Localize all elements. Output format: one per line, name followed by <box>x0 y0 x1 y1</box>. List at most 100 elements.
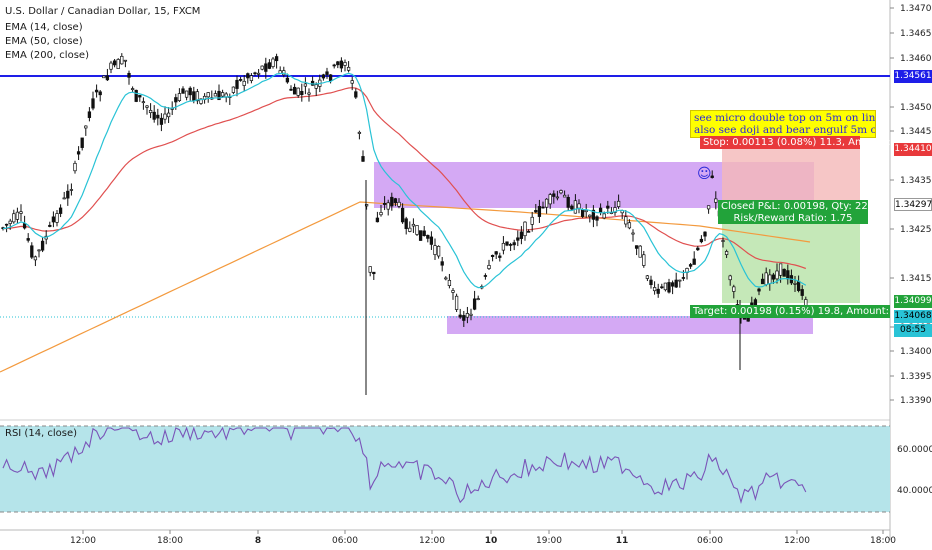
price-tick-label: 1.34600 <box>900 54 932 64</box>
candle-body <box>411 223 416 227</box>
candle-body <box>73 162 77 172</box>
target-label: Target: 0.00198 (0.15%) 19.8, Amount: 14… <box>690 305 921 318</box>
candle-body <box>206 92 210 98</box>
candle-body <box>768 274 772 284</box>
ema50-line-path <box>2 87 807 270</box>
candle-body <box>264 63 268 72</box>
candle-body <box>501 242 506 251</box>
candle-body <box>127 72 131 78</box>
candle-body <box>98 91 102 96</box>
candle-body <box>289 88 293 91</box>
candle-body <box>681 277 686 279</box>
rsi-tick-label: 40.0000 <box>897 486 932 496</box>
candle-body <box>242 80 246 86</box>
time-tick-label: 10 <box>485 536 498 546</box>
candle-body <box>148 110 153 114</box>
candle-body <box>487 264 491 269</box>
candle-body <box>591 209 596 220</box>
time-tick-label: 8 <box>255 536 261 546</box>
candle-body <box>321 74 326 79</box>
candle-body <box>307 92 311 95</box>
ema200-legend[interactable]: EMA (200, close) <box>5 50 89 61</box>
candle-body <box>476 298 480 300</box>
candle-body <box>145 105 149 108</box>
candle-body <box>15 211 20 220</box>
price-tick-label: 1.34150 <box>900 274 932 284</box>
candle-body <box>300 90 304 96</box>
candle-body <box>616 200 621 207</box>
candle-body <box>123 59 128 62</box>
candle-body <box>444 277 448 280</box>
candle-body <box>606 205 610 209</box>
countdown-tag: 08:55 <box>894 324 932 337</box>
time-tick-label: 11 <box>616 536 629 546</box>
candle-body <box>703 231 707 237</box>
candle-body <box>699 238 704 243</box>
candle-body <box>642 254 646 266</box>
candle-body <box>692 258 696 265</box>
candle-body <box>544 198 549 208</box>
candle-body <box>48 224 52 227</box>
candle-body <box>246 73 250 79</box>
candle-body <box>332 64 336 67</box>
candle-body <box>786 270 790 280</box>
candle-body <box>757 288 761 292</box>
candle-body <box>386 202 390 210</box>
candle-body <box>138 95 142 98</box>
rsi-line <box>2 426 807 505</box>
candle-body <box>778 263 783 276</box>
candle-body <box>696 247 700 251</box>
candle-body <box>566 196 570 208</box>
candle-body <box>559 190 563 194</box>
candle-body <box>548 194 552 205</box>
candle-body <box>91 98 95 109</box>
annotation-note[interactable]: see micro double top on 5m on line chart… <box>690 110 876 138</box>
stop-label: Stop: 0.00113 (0.08%) 11.3, Amount: 75 <box>700 136 907 149</box>
candle-body <box>339 60 344 69</box>
candle-body <box>465 313 470 318</box>
candle-body <box>724 251 729 255</box>
candle-body <box>469 313 473 316</box>
ema14-line <box>2 72 807 289</box>
time-tick-label: 06:00 <box>697 536 723 546</box>
candle-body <box>494 251 498 255</box>
candle-body <box>76 151 81 155</box>
entry-price-tag: 1.34297 <box>894 198 932 211</box>
candle-body <box>195 91 200 102</box>
note-line-2: also see doji and bear engulf 5m chart <box>694 124 876 136</box>
pl-line-1: Closed P&L: 0.00198, Qty: 22123 <box>721 201 887 212</box>
candle-body <box>152 111 156 120</box>
candle-body <box>343 62 347 66</box>
candle-body <box>426 234 430 239</box>
candle-body <box>624 216 628 225</box>
candle-body <box>51 216 56 223</box>
candle-body <box>260 65 264 70</box>
candle-body <box>30 245 34 258</box>
candle-body <box>429 236 434 245</box>
candle-body <box>192 91 196 101</box>
candle-body <box>249 75 254 81</box>
candle-body <box>69 189 74 191</box>
candle-body <box>372 271 376 275</box>
time-tick-label: 12:00 <box>70 536 96 546</box>
candle-body <box>764 272 768 285</box>
candle-body <box>55 213 59 223</box>
pl-label: Closed P&L: 0.00198, Qty: 22123 Risk/Rew… <box>718 200 887 224</box>
time-tick-label: 06:00 <box>332 536 358 546</box>
candle-body <box>379 212 383 216</box>
candle-body <box>37 249 41 252</box>
rsi-legend[interactable]: RSI (14, close) <box>5 428 78 439</box>
candle-body <box>199 98 203 104</box>
candle-body <box>530 216 534 225</box>
target-price-tag: 1.34099 <box>894 295 932 308</box>
candle-body <box>267 62 272 69</box>
ema50-legend[interactable]: EMA (50, close) <box>5 36 83 47</box>
candle-body <box>253 72 257 75</box>
candle-body <box>174 97 178 103</box>
price-tick-label: 1.34700 <box>900 4 932 14</box>
candle-body <box>537 206 542 217</box>
price-tick-label: 1.34650 <box>900 29 932 39</box>
rsi-tick-label: 60.0000 <box>897 445 932 455</box>
ema14-legend[interactable]: EMA (14, close) <box>5 22 83 33</box>
